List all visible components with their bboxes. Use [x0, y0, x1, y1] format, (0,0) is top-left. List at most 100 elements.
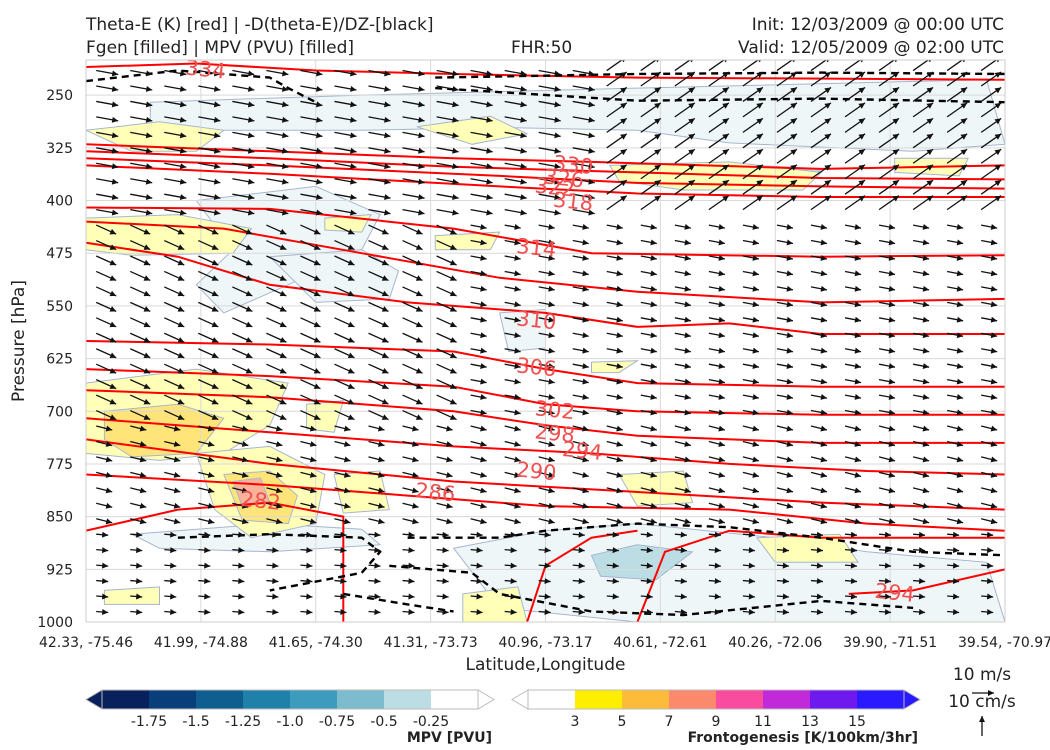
- wind-arrow: [436, 394, 457, 405]
- wind-arrow: [504, 69, 527, 77]
- wind-arrow: [402, 471, 419, 478]
- wind-arrow: [878, 195, 900, 211]
- wind-arrow: [981, 608, 994, 615]
- arrow-head: [211, 275, 219, 281]
- wind-arrow: [708, 86, 730, 102]
- arrow-head: [238, 562, 245, 569]
- wind-arrow: [742, 394, 760, 400]
- arrow-head: [892, 87, 900, 94]
- arrow-head: [411, 425, 419, 432]
- wind-arrow: [776, 316, 794, 323]
- wind-arrow: [810, 270, 828, 277]
- wind-arrow: [980, 148, 1002, 164]
- arrow-head: [514, 456, 521, 463]
- arrow-head: [241, 441, 249, 447]
- arrow-head: [858, 149, 866, 156]
- wind-arrow: [572, 178, 595, 185]
- arrow-head: [654, 195, 661, 202]
- wind-arrow: [844, 195, 866, 211]
- wind-arrow: [708, 148, 730, 164]
- arrow-head: [313, 367, 321, 374]
- arrow-head: [111, 147, 119, 154]
- arrow-head: [616, 301, 623, 308]
- arrow-head: [820, 285, 827, 292]
- wind-arrow: [912, 394, 930, 400]
- arrow-head: [860, 60, 864, 63]
- wind-arrow: [402, 224, 423, 235]
- arrow-head: [554, 163, 561, 170]
- wind-arrow: [810, 117, 832, 133]
- arrow-head: [752, 301, 759, 308]
- wind-arrow: [129, 255, 151, 266]
- wind-arrow: [96, 547, 109, 554]
- wind-arrow: [470, 394, 487, 400]
- wind-arrow: [504, 456, 521, 463]
- wind-arrow: [674, 332, 691, 339]
- wind-arrow: [572, 425, 589, 432]
- wind-arrow: [606, 347, 623, 354]
- arrow-head: [245, 290, 253, 297]
- arrow-head: [510, 593, 517, 600]
- wind-arrow: [130, 593, 143, 600]
- wind-arrow: [981, 578, 994, 585]
- wind-arrow: [912, 347, 930, 354]
- arrow-head: [820, 254, 827, 261]
- wind-arrow: [470, 131, 493, 139]
- theta-e-label: 310: [515, 306, 557, 334]
- wind-arrow: [742, 578, 755, 585]
- arrow-head: [820, 409, 827, 416]
- arrow-head: [347, 290, 355, 297]
- arrow-head: [139, 518, 147, 525]
- wind-arrow: [913, 578, 926, 585]
- wind-arrow: [334, 456, 351, 463]
- wind-arrow: [742, 487, 760, 494]
- arrow-head: [486, 70, 493, 77]
- arrow-head: [347, 352, 355, 359]
- wind-arrow: [266, 147, 289, 154]
- arrow-head: [548, 347, 555, 354]
- arrow-head: [247, 132, 255, 139]
- wind-arrow: [708, 608, 721, 615]
- wind-arrow: [470, 378, 487, 385]
- wind-arrow: [742, 117, 764, 133]
- arrow-head: [247, 178, 255, 185]
- arrow-head: [786, 502, 793, 509]
- arrow-head: [101, 593, 109, 600]
- arrow-head: [752, 239, 759, 246]
- arrow-head: [111, 178, 119, 185]
- wind-arrow: [606, 148, 628, 164]
- wind-arrow: [946, 117, 968, 133]
- wind-arrow: [266, 348, 287, 359]
- wind-arrow: [402, 208, 425, 216]
- wind-arrow: [538, 316, 555, 323]
- wind-arrow: [164, 162, 187, 170]
- wind-arrow: [232, 593, 245, 600]
- arrow-head: [996, 60, 1000, 63]
- arrow-head: [109, 275, 117, 281]
- arrow-head: [758, 60, 762, 63]
- wind-arrow: [129, 224, 151, 235]
- arrow-head: [926, 71, 934, 78]
- wind-arrow: [742, 195, 764, 211]
- arrow-head: [204, 608, 211, 615]
- wind-arrow: [300, 425, 317, 432]
- wind-arrow: [776, 148, 798, 164]
- arrow-head: [752, 363, 759, 370]
- arrow-head: [381, 383, 389, 389]
- wind-arrow: [674, 148, 696, 164]
- arrow-head: [816, 547, 823, 554]
- wind-arrow: [402, 409, 423, 421]
- wind-arrow: [708, 347, 725, 354]
- arrow-head: [718, 270, 725, 277]
- arrow-head: [884, 547, 892, 554]
- wind-arrow: [572, 456, 589, 463]
- arrow-head: [136, 578, 143, 585]
- wind-arrow: [368, 317, 389, 328]
- arrow-head: [616, 502, 623, 509]
- arrow-head: [922, 487, 930, 494]
- wind-arrow: [232, 471, 249, 478]
- y-tick-label: 775: [46, 457, 73, 473]
- arrow-head: [452, 101, 459, 108]
- arrow-head: [756, 133, 763, 140]
- arrow-head: [418, 147, 425, 154]
